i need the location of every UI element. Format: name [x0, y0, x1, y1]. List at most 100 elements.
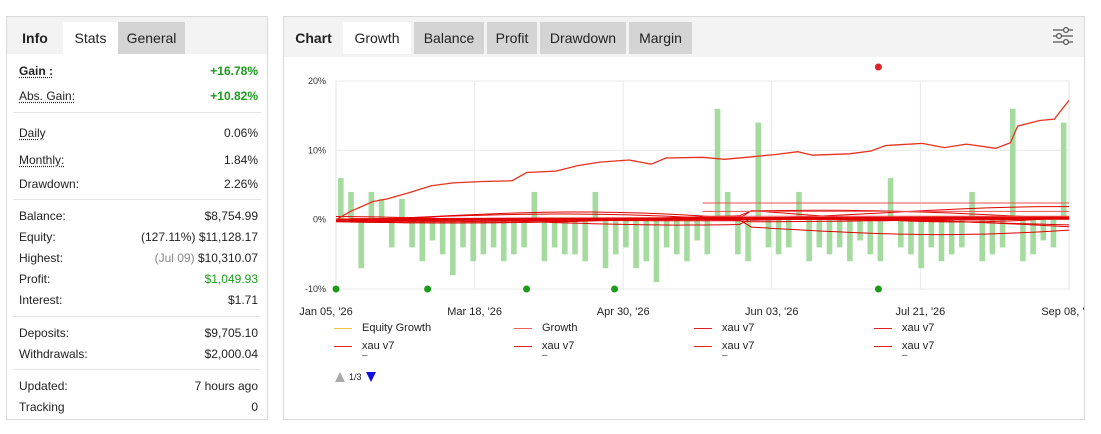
bar [1030, 219, 1036, 255]
triangle-up-icon[interactable] [334, 371, 346, 383]
bar [796, 191, 802, 220]
stat-interest: Interest: $1.71 [19, 291, 258, 309]
stat-highest-date: (Jul 09) [154, 251, 195, 265]
bar [592, 191, 599, 220]
bar [582, 219, 588, 262]
legend-label: xau v7 [902, 340, 935, 352]
legend-item[interactable]: Equity Growth [334, 321, 431, 335]
legend-label: Equity Growth [362, 322, 432, 334]
legend-sub: – [722, 350, 728, 361]
tab-profit[interactable]: Profit [487, 22, 537, 54]
legend-item[interactable]: xau v7– [514, 339, 574, 361]
bar [470, 219, 476, 262]
tab-growth[interactable]: Growth [343, 22, 411, 54]
bar [979, 219, 986, 262]
tab-chart[interactable]: Chart [295, 30, 332, 46]
bar [562, 219, 568, 255]
tab-balance[interactable]: Balance [414, 22, 484, 54]
bar [409, 219, 415, 248]
xau-band [350, 216, 1070, 222]
stats-panel: Info Stats General Gain : +16.78% Abs. G… [6, 16, 268, 420]
bar [551, 219, 558, 248]
stat-profit-value: $1,049.93 [204, 272, 258, 286]
legend-swatch [874, 328, 892, 329]
bar [887, 178, 894, 220]
stat-abs-gain: Abs. Gain: +10.82% [19, 87, 258, 105]
sliders-icon[interactable] [1052, 25, 1074, 47]
bar [521, 219, 527, 248]
stat-equity-label: Equity: [19, 230, 56, 244]
x-tick-label: Mar 18, '26 [447, 306, 502, 318]
legend-swatch [694, 346, 712, 347]
bar [775, 219, 782, 255]
bar [735, 219, 741, 255]
y-tick-label: 10% [308, 145, 326, 155]
tab-margin[interactable]: Margin [629, 22, 692, 54]
tab-general[interactable]: General [118, 22, 185, 54]
bar [531, 191, 538, 220]
stat-gain-label[interactable]: Gain : [19, 64, 54, 78]
legend-item[interactable]: Growth [514, 321, 577, 335]
bar [490, 219, 497, 248]
stat-deposits-label: Deposits: [19, 326, 70, 340]
bar [439, 219, 446, 255]
bar [623, 219, 629, 248]
stat-profit: Profit: $1,049.93 [19, 270, 258, 288]
legend-label: xau v7 [722, 340, 755, 352]
chart-panel: Chart Growth Balance Profit Drawdown Mar… [283, 16, 1085, 420]
legend-swatch [514, 328, 532, 329]
growth-chart: 20% 10% 0% -10% Jan 05, '26 Mar 18, '26 Apr 30… [299, 63, 1084, 318]
stat-daily-value: 0.06% [223, 126, 258, 140]
event-marker [523, 285, 531, 293]
stat-abs-gain-value: +10.82% [210, 89, 258, 103]
legend-item[interactable]: xau v7 [694, 321, 754, 335]
stat-withdrawals-label: Withdrawals: [19, 347, 88, 361]
bar [857, 219, 863, 241]
bar [989, 219, 996, 255]
stat-updated-value: 7 hours ago [194, 379, 258, 393]
triangle-down-icon[interactable] [365, 371, 377, 383]
divider [13, 369, 261, 370]
legend-item[interactable]: xau v7 [874, 321, 934, 335]
stat-equity-value: (127.11%) $11,128.17 [141, 228, 258, 246]
bar [826, 219, 833, 255]
plot-frame [335, 80, 1070, 290]
stat-deposits-value: $9,705.10 [204, 326, 258, 340]
tab-drawdown[interactable]: Drawdown [540, 22, 626, 54]
legend-label: Growth [542, 322, 578, 334]
stat-monthly-label[interactable]: Monthly: [19, 153, 65, 167]
stat-highest-value: (Jul 09) $10,310.07 [155, 249, 258, 267]
bar [480, 219, 487, 255]
bar [877, 219, 884, 262]
legend-item[interactable]: xau v7– [334, 339, 394, 361]
event-marker [332, 285, 340, 293]
bar [460, 219, 466, 248]
event-marker [424, 285, 432, 293]
event-marker [611, 285, 619, 293]
bar [541, 219, 548, 262]
legend-swatch [514, 346, 532, 347]
stat-equity-percent: (127.11%) [141, 230, 196, 244]
legend-swatch [874, 346, 892, 347]
stat-balance-value: $8,754.99 [204, 209, 258, 223]
x-tick-label: Jul 21, '26 [895, 306, 945, 318]
stat-daily-label[interactable]: Daily [19, 126, 46, 140]
stat-drawdown-label: Drawdown: [19, 177, 80, 191]
pager-text: 1/3 [349, 372, 362, 382]
x-tick-label: Apr 30, '26 [597, 306, 650, 318]
stat-gain-value: +16.78% [210, 64, 258, 78]
bar [755, 122, 762, 220]
legend-swatch [694, 328, 712, 329]
stat-monthly-value: 1.84% [223, 153, 258, 167]
legend-item[interactable]: xau v7– [694, 339, 755, 361]
bar [765, 219, 772, 248]
y-tick-label: 20% [308, 76, 326, 86]
stat-abs-gain-label[interactable]: Abs. Gain: [19, 89, 76, 103]
tab-info[interactable]: Info [22, 30, 48, 46]
tab-stats[interactable]: Stats [63, 22, 118, 54]
legend-label: xau v7 [902, 322, 935, 334]
bar [511, 219, 517, 255]
bar [1060, 122, 1067, 220]
divider [13, 199, 261, 200]
legend-item[interactable]: xau v7– [874, 339, 935, 361]
